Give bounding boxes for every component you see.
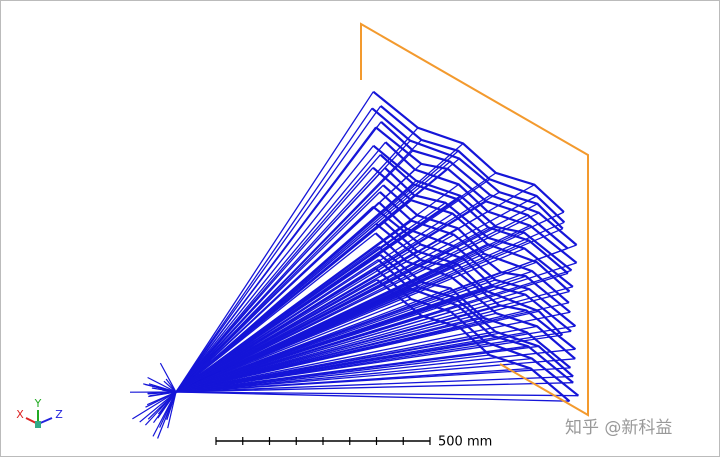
ray [175,126,377,393]
ray [175,354,490,393]
ray [175,259,379,393]
ray [175,223,377,393]
ray-zigzag [384,141,578,264]
ray-zigzag [372,90,565,213]
ray-zigzag [374,126,569,250]
ray-zigzag [372,166,571,293]
ray [175,375,574,393]
source-ray [159,362,177,393]
ray [175,141,386,393]
ray-zigzag [379,105,566,224]
x-label: X [16,408,24,421]
ray [175,145,374,393]
ray [175,91,374,393]
ray [175,391,570,402]
z-label: Z [55,408,63,421]
ray [175,391,579,397]
ray-zigzag [372,205,572,333]
ray [175,107,373,393]
ray [175,105,382,393]
ray-zigzag [380,120,578,246]
ray [175,246,379,393]
ray [175,311,452,393]
ray [175,345,529,393]
ray-zigzag [379,191,571,314]
ray [175,348,576,393]
ray-zigzag [379,253,574,378]
ray [175,357,533,393]
ray-zigzag [377,245,572,369]
source-ray [147,391,177,394]
ray [175,206,374,393]
ray [175,304,500,393]
ray-zigzag [378,201,577,327]
ray [175,232,377,393]
ray-zigzag [384,167,574,288]
ray [175,334,492,393]
source-ray [145,391,177,408]
ray-zigzag [372,144,573,272]
source-ray [132,391,177,420]
source-ray [163,380,177,393]
source-ray [147,376,177,393]
source-ray [144,383,177,393]
ray [175,288,411,393]
ray [175,296,455,393]
ray-zigzag [374,232,576,360]
ray [175,367,531,393]
y-label: Y [34,397,42,410]
ray-zigzag [376,278,571,403]
ray-zigzag [373,266,580,397]
ray [175,267,375,393]
source-ray [157,391,177,415]
ray-zigzag [371,107,564,230]
triad-origin [35,421,41,428]
ray [175,250,418,393]
scale-bar: 500 mm [215,435,492,450]
ray-zigzag [375,222,577,351]
ray [175,334,563,393]
rays [129,90,580,439]
ray [175,183,415,393]
ray [175,315,422,393]
source-ray [147,391,177,420]
watermark: 知乎 @新科益 [565,418,672,438]
detector-plane [360,22,589,417]
ray-zigzag [379,153,569,275]
ray-zigzag [382,220,564,336]
ray [175,298,412,393]
scale-label: 500 mm [438,435,492,450]
source-ray [167,391,177,429]
ray [175,279,378,393]
axis-triad: X Y Z [16,397,63,428]
ray [175,358,576,393]
ray-zigzag [377,258,574,384]
ray-zigzag [382,184,570,304]
ray [175,191,381,393]
ray [175,326,460,393]
ray [175,167,374,393]
ray [175,382,574,393]
ray [175,341,486,393]
ray [175,287,451,393]
source-ray [139,391,177,423]
ray [175,167,386,393]
source-ray [159,391,177,428]
